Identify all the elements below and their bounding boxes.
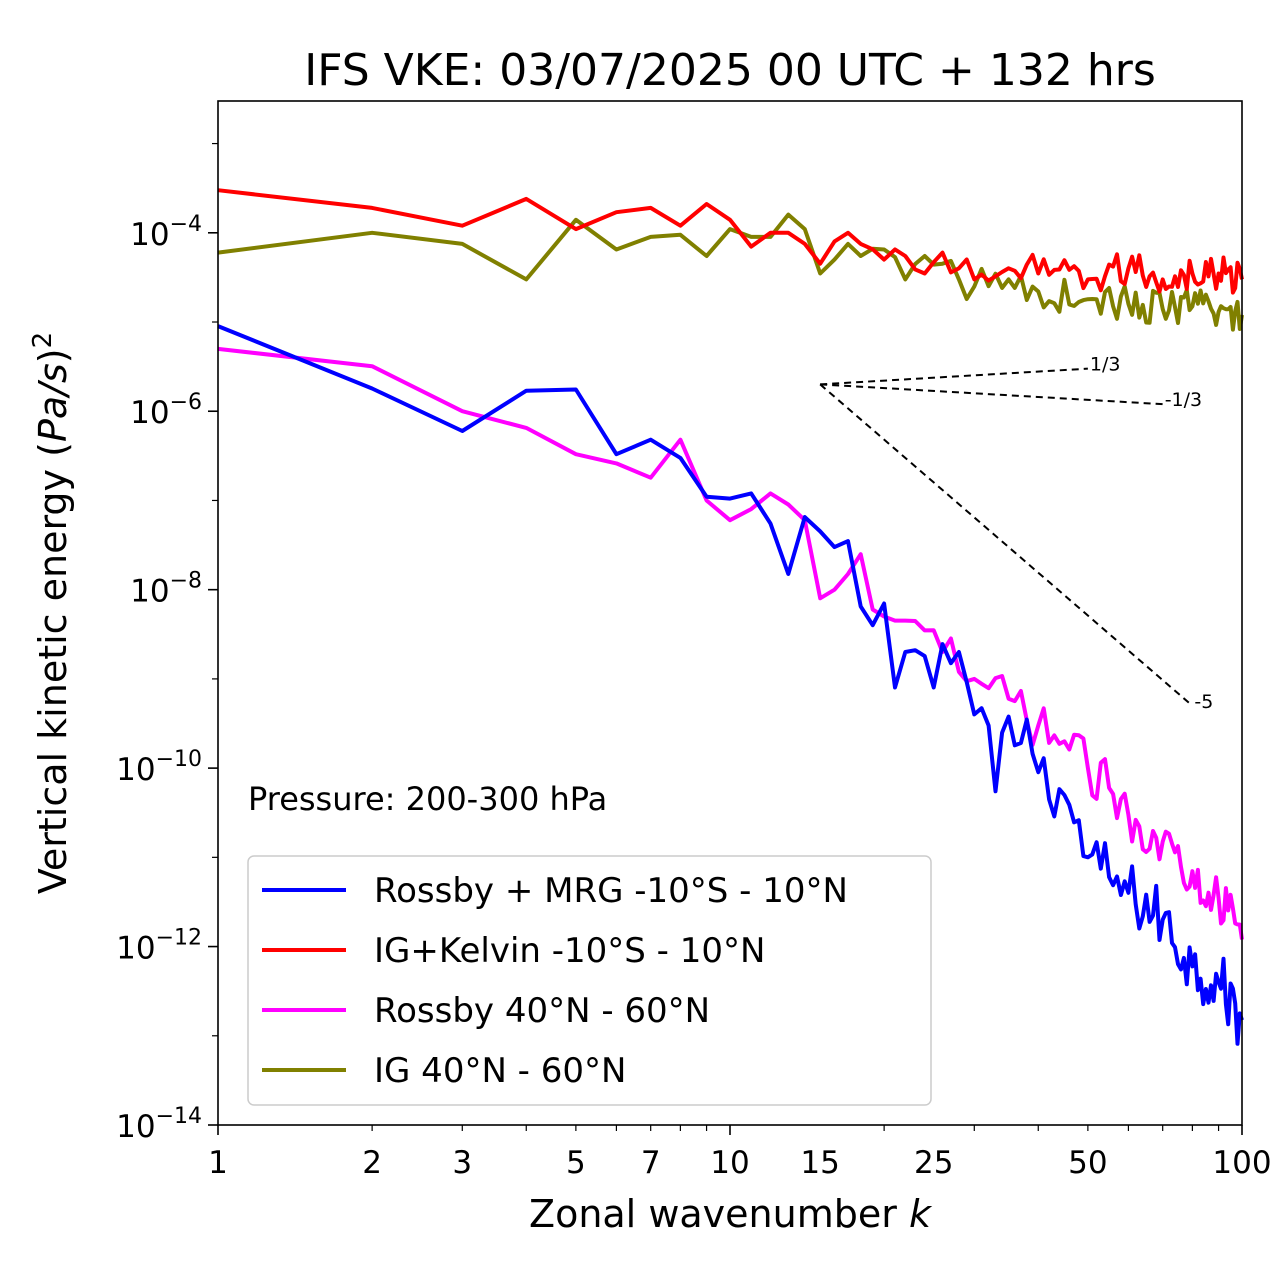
legend-entry: Rossby + MRG -10°S - 10°N — [374, 871, 848, 911]
chart-title: IFS VKE: 03/07/2025 00 UTC + 132 hrs — [304, 45, 1156, 96]
reference-slope-label: -5 — [1194, 691, 1213, 713]
reference-slope-label: -1/3 — [1165, 389, 1202, 411]
y-tick-label: 10−12 — [116, 926, 202, 967]
reference-slope-line — [820, 367, 1088, 386]
y-tick-label: 10−4 — [130, 212, 202, 253]
x-tick-label: 7 — [641, 1145, 661, 1181]
x-tick-label: 2 — [362, 1145, 382, 1181]
x-tick-label: 3 — [452, 1145, 472, 1181]
legend-entry: IG 40°N - 60°N — [374, 1051, 626, 1091]
y-tick-label: 10−6 — [130, 390, 202, 431]
x-tick-label: 10 — [710, 1145, 749, 1181]
reference-slope-label: 1/3 — [1090, 354, 1121, 376]
reference-slopes: 1/3 -1/3 -5 — [819, 354, 1213, 713]
y-tick-label: 10−8 — [130, 569, 202, 610]
x-axis: 1 2 3 5 7 10 15 25 50 100 — [208, 1125, 1272, 1181]
y-axis-label: Vertical kinetic energy (Pa/s)2 — [28, 332, 75, 894]
reference-slope-line — [819, 383, 1194, 707]
legend-box — [247, 855, 932, 1106]
y-tick-label: 10−10 — [116, 747, 202, 788]
x-tick-label: 15 — [800, 1145, 839, 1181]
x-tick-label: 50 — [1068, 1145, 1107, 1181]
legend: Rossby + MRG -10°S - 10°N IG+Kelvin -10°S… — [247, 855, 932, 1106]
x-tick-label: 100 — [1212, 1145, 1271, 1181]
x-axis-label: Zonal wavenumber k — [529, 1192, 933, 1236]
y-tick-label: 10−14 — [116, 1104, 202, 1145]
series-line — [217, 188, 1244, 295]
series-line — [217, 324, 1244, 1046]
legend-entry: Rossby 40°N - 60°N — [374, 991, 710, 1031]
reference-slope-line — [820, 383, 1163, 406]
y-axis: 10−4 10−6 10−8 10−10 10−12 10−14 — [116, 142, 218, 1145]
x-tick-label: 1 — [208, 1145, 228, 1181]
x-tick-label: 5 — [566, 1145, 586, 1181]
series-layer — [217, 188, 1244, 1046]
legend-entry: IG+Kelvin -10°S - 10°N — [374, 931, 765, 971]
x-tick-label: 25 — [914, 1145, 953, 1181]
pressure-annotation: Pressure: 200-300 hPa — [248, 780, 607, 818]
series-line — [217, 212, 1244, 332]
